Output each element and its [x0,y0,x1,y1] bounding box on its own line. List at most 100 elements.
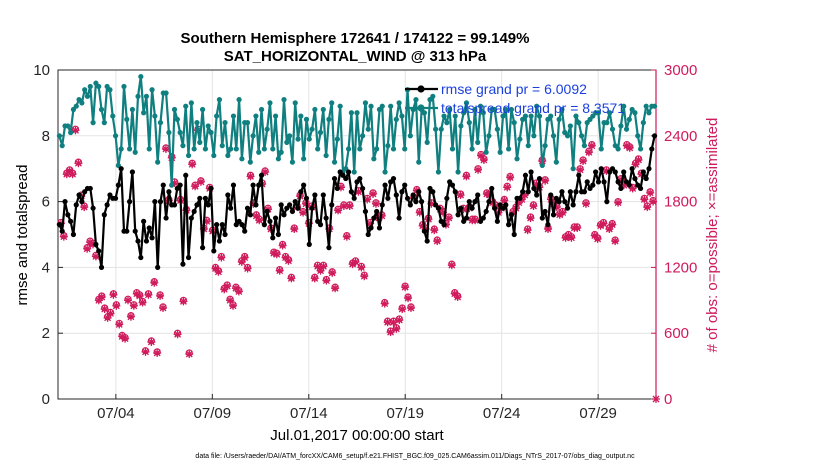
rmse-point [270,235,276,241]
obs-assimilated-point [474,165,483,174]
rmse-point [640,169,646,175]
totalspread-point [351,169,357,175]
obs-assimilated-point [252,211,261,220]
obs-assimilated-point [503,183,512,192]
totalspread-point [449,146,456,152]
x-tick-label: 07/09 [194,405,232,422]
totalspread-point [239,156,245,162]
totalspread-point [303,116,310,122]
totalspread-point [430,93,436,99]
totalspread-point [331,159,338,165]
obs-assimilated-point [191,182,200,191]
totalspread-point [416,159,422,165]
x-tick-label: 07/19 [386,405,424,422]
rmse-point [483,208,489,215]
rmse-point [567,189,573,195]
obs-assimilated-point [430,226,439,235]
rmse-point [155,264,161,270]
totalspread-point [517,136,523,142]
rmse-point [402,182,408,188]
rmse-point [301,182,307,188]
totalspread-point [497,149,503,155]
obs-assimilated-point [573,223,582,232]
totalspread-point [214,113,220,119]
rmse-point [480,215,486,221]
obs-assimilated-point [351,257,360,266]
obs-assimilated-point [479,155,488,164]
totalspread-point [194,120,200,126]
chart-title-line2: SAT_HORIZONTAL_WIND @ 313 hPa [224,48,487,65]
totalspread-point [177,129,183,136]
rmse-point [621,169,627,175]
obs-assimilated-point [646,188,655,197]
rmse-point [331,175,338,182]
rmse-point [323,215,329,221]
totalspread-point [312,106,318,113]
totalspread-point [197,139,203,145]
totalspread-point [573,113,579,119]
totalspread-point [289,159,296,165]
obs-assimilated-point [579,157,588,166]
rmse-point [550,212,557,218]
totalspread-point [407,133,413,139]
rmse-point [230,182,237,188]
rmse-point [298,189,304,195]
totalspread-point [121,83,127,90]
rmse-point [542,208,548,215]
obs-assimilated-point [587,141,596,150]
totalspread-point [309,126,315,132]
rmse-point [564,205,571,211]
y-right-tick-label: 600 [664,325,689,342]
totalspread-point [635,133,641,139]
obs-assimilated-point [392,324,401,333]
rmse-point [489,185,495,192]
obs-assimilated-point [290,225,299,234]
rmse-point [152,199,158,205]
rmse-point [435,205,442,211]
totalspread-point [110,113,116,119]
totalspread-point [68,129,74,136]
totalspread-point [379,103,385,109]
y-right-tick-label: 2400 [664,128,697,145]
totalspread-point [149,87,155,93]
obs-assimilated-point [59,232,68,241]
rmse-point [289,208,296,215]
rmse-point [360,185,366,192]
rmse-point [326,245,332,251]
obs-assimilated-point [161,144,170,153]
obs-assimilated-point [608,220,617,229]
rmse-point [98,264,105,270]
rmse-point [141,218,147,224]
obs-assimilated-point [196,177,205,186]
rmse-point [256,182,262,188]
totalspread-point [188,100,194,106]
rmse-point [345,169,352,175]
totalspread-point [183,103,189,109]
rmse-point [449,182,456,188]
obs-assimilated-point [243,264,252,273]
obs-assimilated-point [640,195,649,204]
y-right-label: # of obs: o=possible; ×=assimilated [704,118,721,353]
data-file-footnote: data file: /Users/raeder/DAI/ATM_forcXX/… [195,453,635,460]
rmse-point [68,218,74,224]
rmse-point [73,202,79,208]
totalspread-point [278,149,284,155]
totalspread-point [247,159,253,165]
totalspread-point [651,103,658,109]
obs-assimilated-point [386,328,395,337]
rmse-point [368,225,374,231]
rmse-point [183,172,189,178]
rmse-point [306,241,312,247]
totalspread-point [155,159,161,165]
totalspread-point [152,113,158,119]
obs-assimilated-point [115,320,124,329]
totalspread-point [225,152,231,159]
obs-assimilated-point [234,287,243,296]
totalspread-point [298,113,304,119]
totalspread-series [56,73,658,188]
legend-spread-label: totalspread grand pr = 8.3571 [441,100,625,116]
totalspread-point [205,123,211,129]
obs-assimilated-point [316,266,325,275]
totalspread-point [301,156,307,162]
rmse-point [65,212,71,218]
